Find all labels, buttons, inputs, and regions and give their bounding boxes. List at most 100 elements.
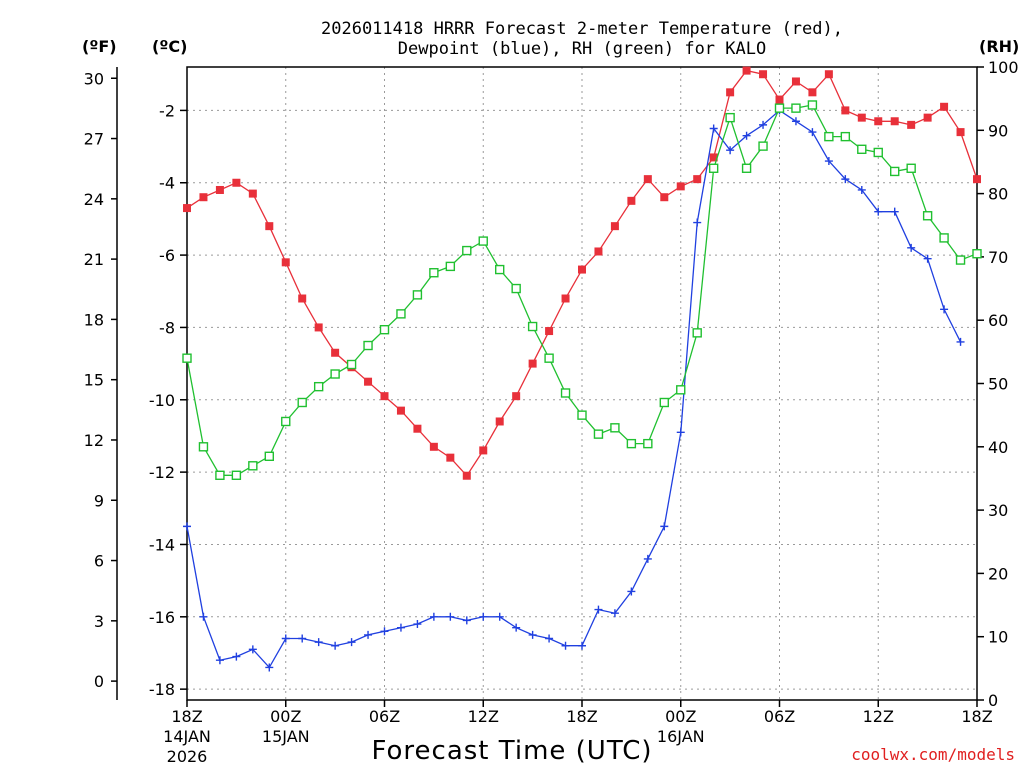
dewpoint-data-point — [545, 634, 554, 643]
rh-data-point — [215, 470, 225, 480]
rh-data-point — [610, 423, 620, 433]
fahrenheit-tick-label: 6 — [94, 552, 104, 571]
rh-data-point — [807, 100, 818, 110]
temperature-data-point — [643, 175, 652, 184]
celsius-tick-label: -18 — [149, 680, 175, 699]
x-tick-label: 12Z — [468, 707, 499, 726]
celsius-tick-label: -10 — [149, 391, 175, 410]
rh-tick-label: 10 — [988, 628, 1008, 647]
dewpoint-data-point — [528, 630, 537, 639]
dewpoint-data-point — [594, 605, 603, 614]
rh-data-point — [922, 211, 933, 221]
temperature-data-point — [676, 182, 685, 191]
temperature-data-point — [331, 348, 340, 357]
temperature-data-point — [561, 294, 570, 303]
temperature-data-point — [248, 189, 257, 198]
rh-data-point — [560, 388, 571, 398]
celsius-tick-label: -12 — [149, 463, 175, 482]
rh-tick-label: 100 — [988, 58, 1019, 77]
dewpoint-data-point — [907, 243, 916, 252]
temperature-data-point — [364, 377, 373, 386]
temperature-data-point — [824, 70, 833, 79]
rh-data-point — [708, 163, 719, 173]
temperature-data-point — [907, 120, 916, 129]
temperature-data-point — [199, 193, 208, 202]
temperature-data-point — [940, 102, 949, 111]
rh-data-point — [643, 438, 653, 449]
rh-data-point — [495, 264, 505, 275]
dewpoint-data-point — [429, 612, 438, 621]
fahrenheit-tick-label: 0 — [94, 672, 104, 691]
rh-data-point — [281, 416, 291, 427]
series-group — [182, 66, 982, 672]
temperature-data-point — [594, 247, 603, 256]
temperature-data-point — [545, 327, 554, 336]
x-tick-label: 18Z — [566, 707, 597, 726]
temperature-data-point — [281, 258, 290, 267]
dewpoint-data-point — [693, 218, 702, 227]
x-tick-label: 00Z — [665, 707, 696, 726]
x-tick-year-label: 2026 — [167, 747, 208, 766]
fahrenheit-tick-label: 30 — [84, 69, 104, 88]
rh-data-point — [330, 369, 340, 379]
rh-data-point — [939, 233, 949, 243]
temperature-data-point — [512, 392, 521, 401]
dewpoint-data-point — [512, 623, 521, 632]
temperature-data-point — [660, 193, 669, 202]
dewpoint-data-point — [890, 207, 899, 216]
rh-data-point — [840, 131, 851, 142]
x-tick-label: 18Z — [171, 707, 202, 726]
dewpoint-data-point — [232, 652, 241, 661]
grid-lines — [187, 67, 977, 700]
dewpoint-data-point — [824, 157, 833, 166]
dewpoint-data-point — [281, 634, 290, 643]
dewpoint-data-point — [709, 124, 718, 133]
celsius-tick-label: -8 — [159, 318, 175, 337]
rh-tick-label: 60 — [988, 311, 1008, 330]
temperature-data-point — [429, 442, 438, 451]
temperature-data-point — [890, 117, 899, 126]
fahrenheit-tick-label: 21 — [84, 250, 104, 269]
rh-data-point — [297, 397, 307, 408]
fahrenheit-tick-label: 3 — [94, 612, 104, 631]
temperature-data-point — [709, 153, 718, 162]
temperature-data-point — [627, 196, 636, 205]
dewpoint-data-point — [610, 609, 619, 618]
dewpoint-data-point — [413, 620, 422, 629]
rh-data-point — [890, 166, 900, 177]
dewpoint-data-point — [660, 522, 669, 531]
temperature-data-point — [265, 222, 274, 231]
dewpoint-data-point — [380, 627, 389, 636]
x-tick-date-label: 15JAN — [262, 727, 310, 746]
plot-frame — [186, 66, 978, 701]
celsius-tick-label: -16 — [149, 608, 175, 627]
temperature-data-point — [462, 471, 471, 480]
rh-data-point — [363, 340, 373, 351]
temperature-data-point — [578, 265, 586, 274]
dewpoint-data-point — [627, 587, 636, 596]
x-tick-label: 00Z — [270, 707, 301, 726]
temperature-data-point — [791, 77, 800, 86]
temperature-data-point — [610, 222, 619, 231]
dewpoint-data-point — [857, 185, 866, 194]
x-axis-label: Forecast Time (UTC) — [371, 736, 652, 766]
rh-tick-label: 20 — [988, 564, 1008, 583]
dewpoint-data-point — [215, 656, 224, 665]
temperature-data-point — [973, 175, 981, 184]
temperature-data-point — [841, 106, 850, 115]
dewpoint-data-point — [331, 641, 340, 650]
rh-data-point — [692, 328, 702, 338]
axes — [111, 66, 984, 707]
dewpoint-data-point — [265, 663, 274, 672]
rh-data-point — [725, 112, 735, 123]
rh-data-point — [527, 321, 538, 332]
dewpoint-data-point — [742, 131, 751, 140]
credit-text: coolwx.com/models — [851, 745, 1015, 764]
rh-data-point — [955, 255, 966, 265]
dewpoint-data-point — [479, 612, 488, 621]
rh-data-point — [774, 103, 785, 113]
x-tick-label: 12Z — [863, 707, 894, 726]
celsius-tick-label: -4 — [159, 174, 175, 193]
temperature-data-point — [380, 392, 389, 401]
dewpoint-data-point — [956, 337, 965, 346]
